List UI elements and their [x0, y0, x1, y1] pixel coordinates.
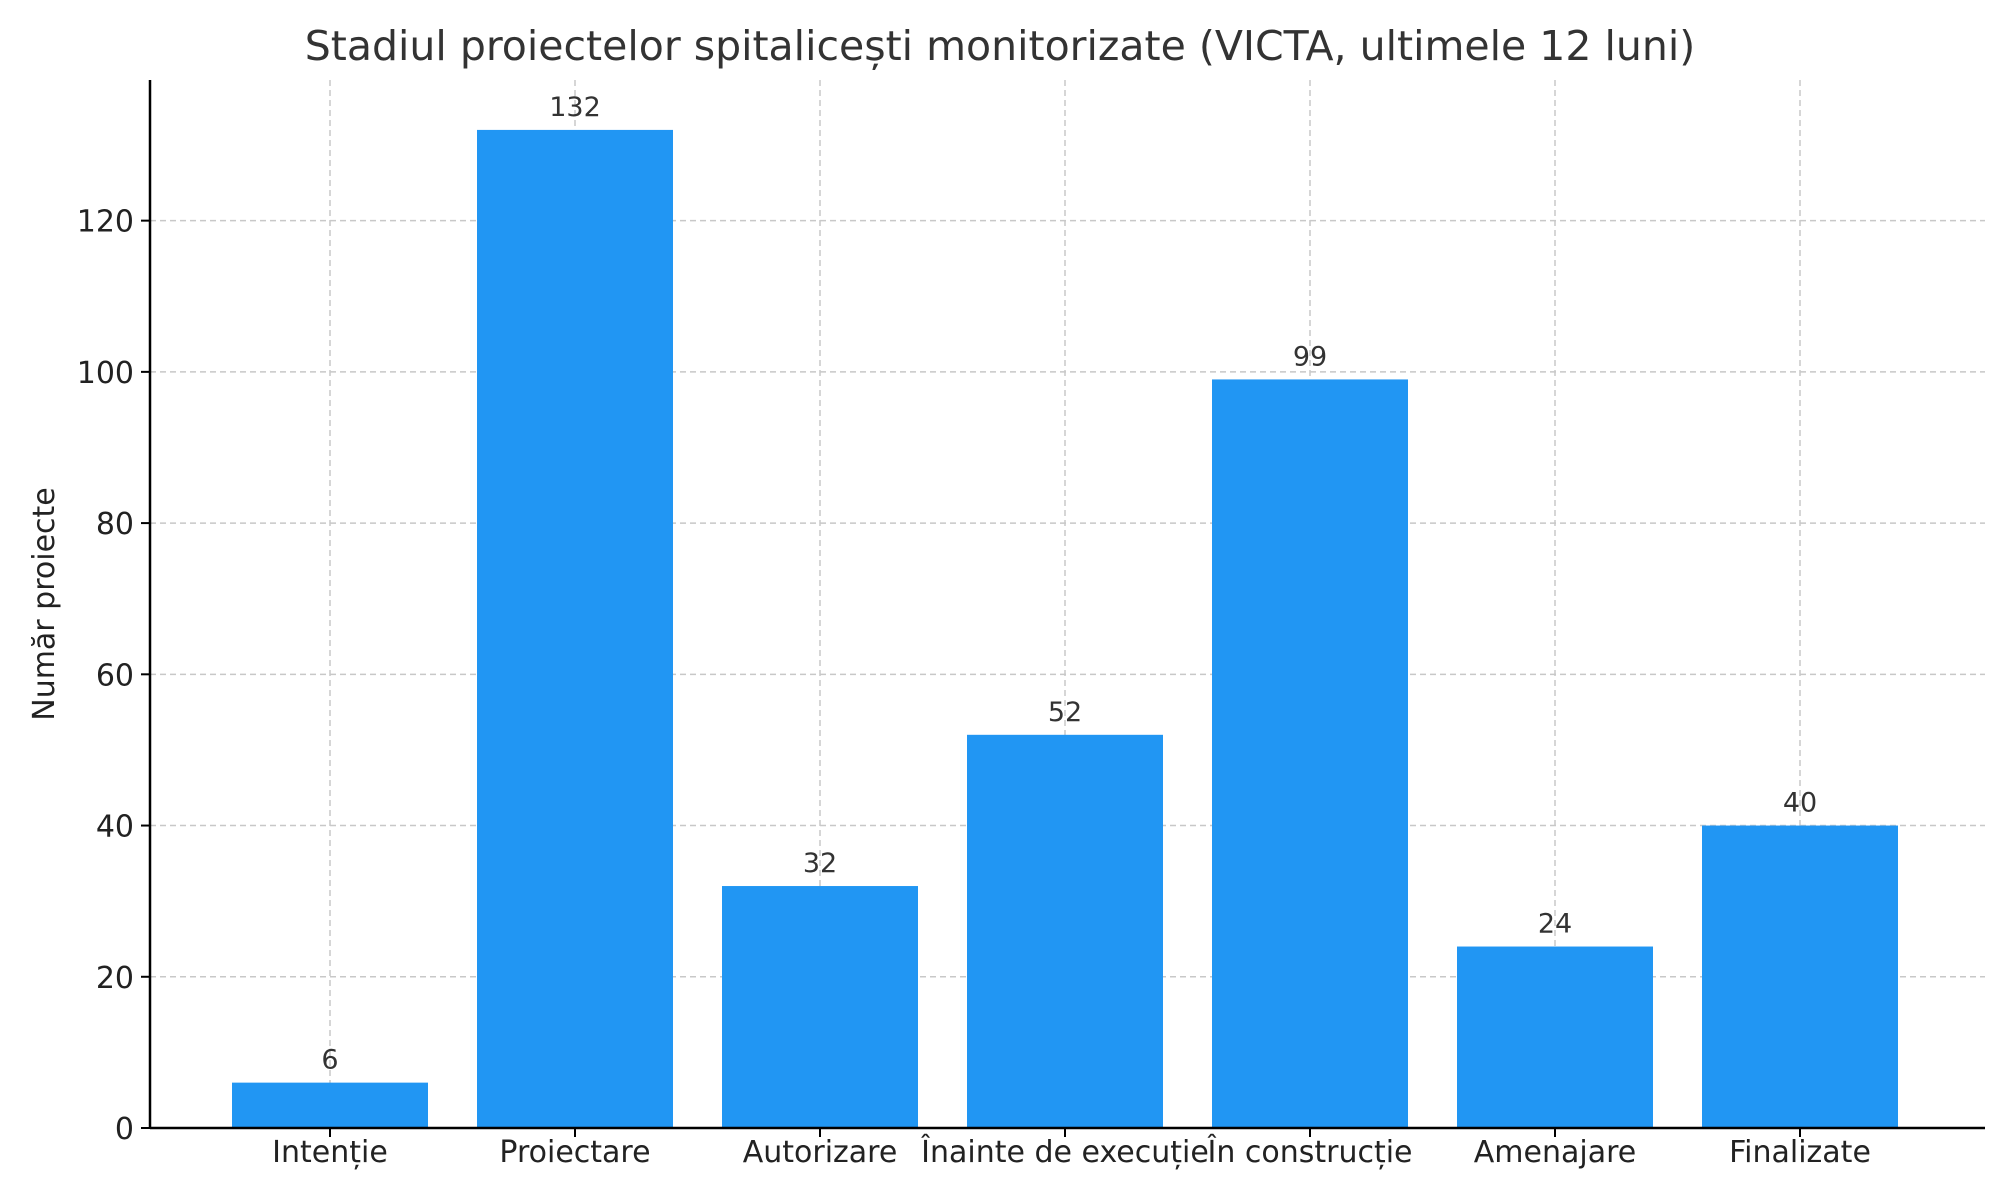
x-tick-label: Intenție: [272, 1135, 388, 1170]
y-tick-label: 80: [96, 507, 134, 542]
bar: [1457, 946, 1653, 1128]
x-tick-label: Înainte de execuție: [920, 1134, 1209, 1170]
x-tick-label: Autorizare: [743, 1135, 898, 1170]
bars: [232, 129, 1898, 1128]
bar: [722, 886, 918, 1128]
bar-value-label: 40: [1783, 788, 1817, 819]
grid-lines: [150, 80, 1985, 1128]
bar: [232, 1082, 428, 1128]
y-axis-label: Număr proiecte: [27, 487, 62, 721]
bar-value-label: 99: [1293, 341, 1327, 372]
bar: [1212, 379, 1408, 1128]
x-tick-label: Proiectare: [499, 1135, 650, 1170]
y-tick-label: 0: [115, 1112, 134, 1147]
x-tick-label: Finalizate: [1729, 1135, 1871, 1170]
y-tick-label: 120: [77, 205, 134, 240]
bar-value-label: 32: [803, 848, 837, 879]
bar-value-label: 6: [321, 1045, 338, 1076]
y-tick-label: 100: [77, 356, 134, 391]
x-tick-label: În construcție: [1206, 1134, 1412, 1170]
y-tick-label: 40: [96, 810, 134, 845]
x-tick-label: Amenajare: [1474, 1135, 1636, 1170]
chart-title: Stadiul proiectelor spitalicești monitor…: [305, 22, 1695, 70]
bar-value-label: 52: [1048, 697, 1082, 728]
labels: 0 20 40 60 80 100 120 6 Intenție 132 Proiectare 32 A…: [77, 92, 1871, 1170]
bar-value-label: 132: [549, 92, 601, 123]
bar: [1702, 825, 1898, 1128]
axes: [141, 80, 1985, 1137]
bar-value-label: 24: [1538, 909, 1572, 940]
bar: [477, 129, 673, 1128]
y-tick-label: 60: [96, 658, 134, 693]
bar: [967, 734, 1163, 1128]
y-tick-label: 20: [96, 961, 134, 996]
